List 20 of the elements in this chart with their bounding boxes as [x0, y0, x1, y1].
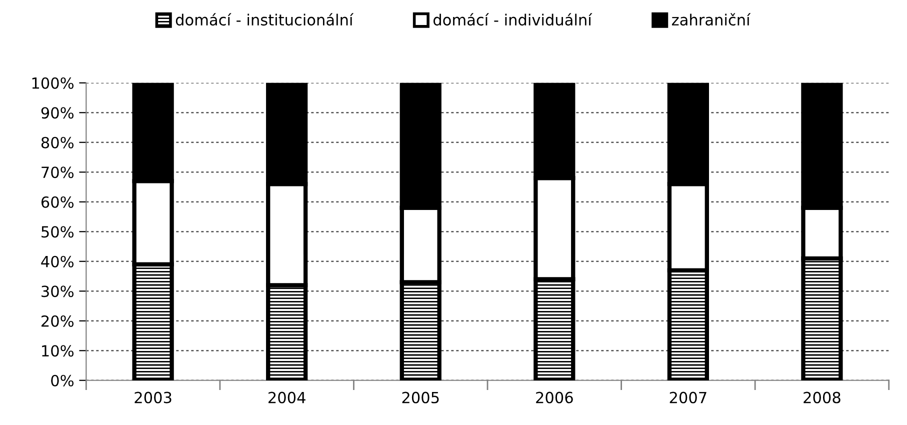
legend-label: domácí - individuální	[433, 13, 592, 26]
y-tick-label: 50%	[42, 226, 74, 238]
y-tick-label: 20%	[42, 315, 74, 327]
y-tick-label: 60%	[41, 196, 74, 208]
legend-label: zahraniční	[672, 13, 751, 26]
x-tick-label: 2005	[402, 392, 439, 404]
y-tick-label: 0%	[51, 374, 74, 386]
x-tick-label: 2004	[268, 392, 306, 404]
y-tick-label: 10%	[42, 345, 74, 357]
x-tick-label: 2006	[536, 392, 573, 404]
legend-label: domácí - institucionální	[176, 13, 354, 26]
x-tick-label: 2007	[670, 392, 706, 404]
y-tick-label: 100%	[32, 77, 74, 89]
y-tick-label: 70%	[42, 166, 74, 178]
x-tick-label: 2003	[134, 392, 172, 404]
y-tick-label: 40%	[41, 256, 74, 268]
y-tick-label: 90%	[41, 107, 74, 119]
y-tick-label: 80%	[41, 136, 74, 148]
y-tick-label: 30%	[42, 286, 74, 298]
x-tick-label: 2008	[804, 392, 840, 404]
